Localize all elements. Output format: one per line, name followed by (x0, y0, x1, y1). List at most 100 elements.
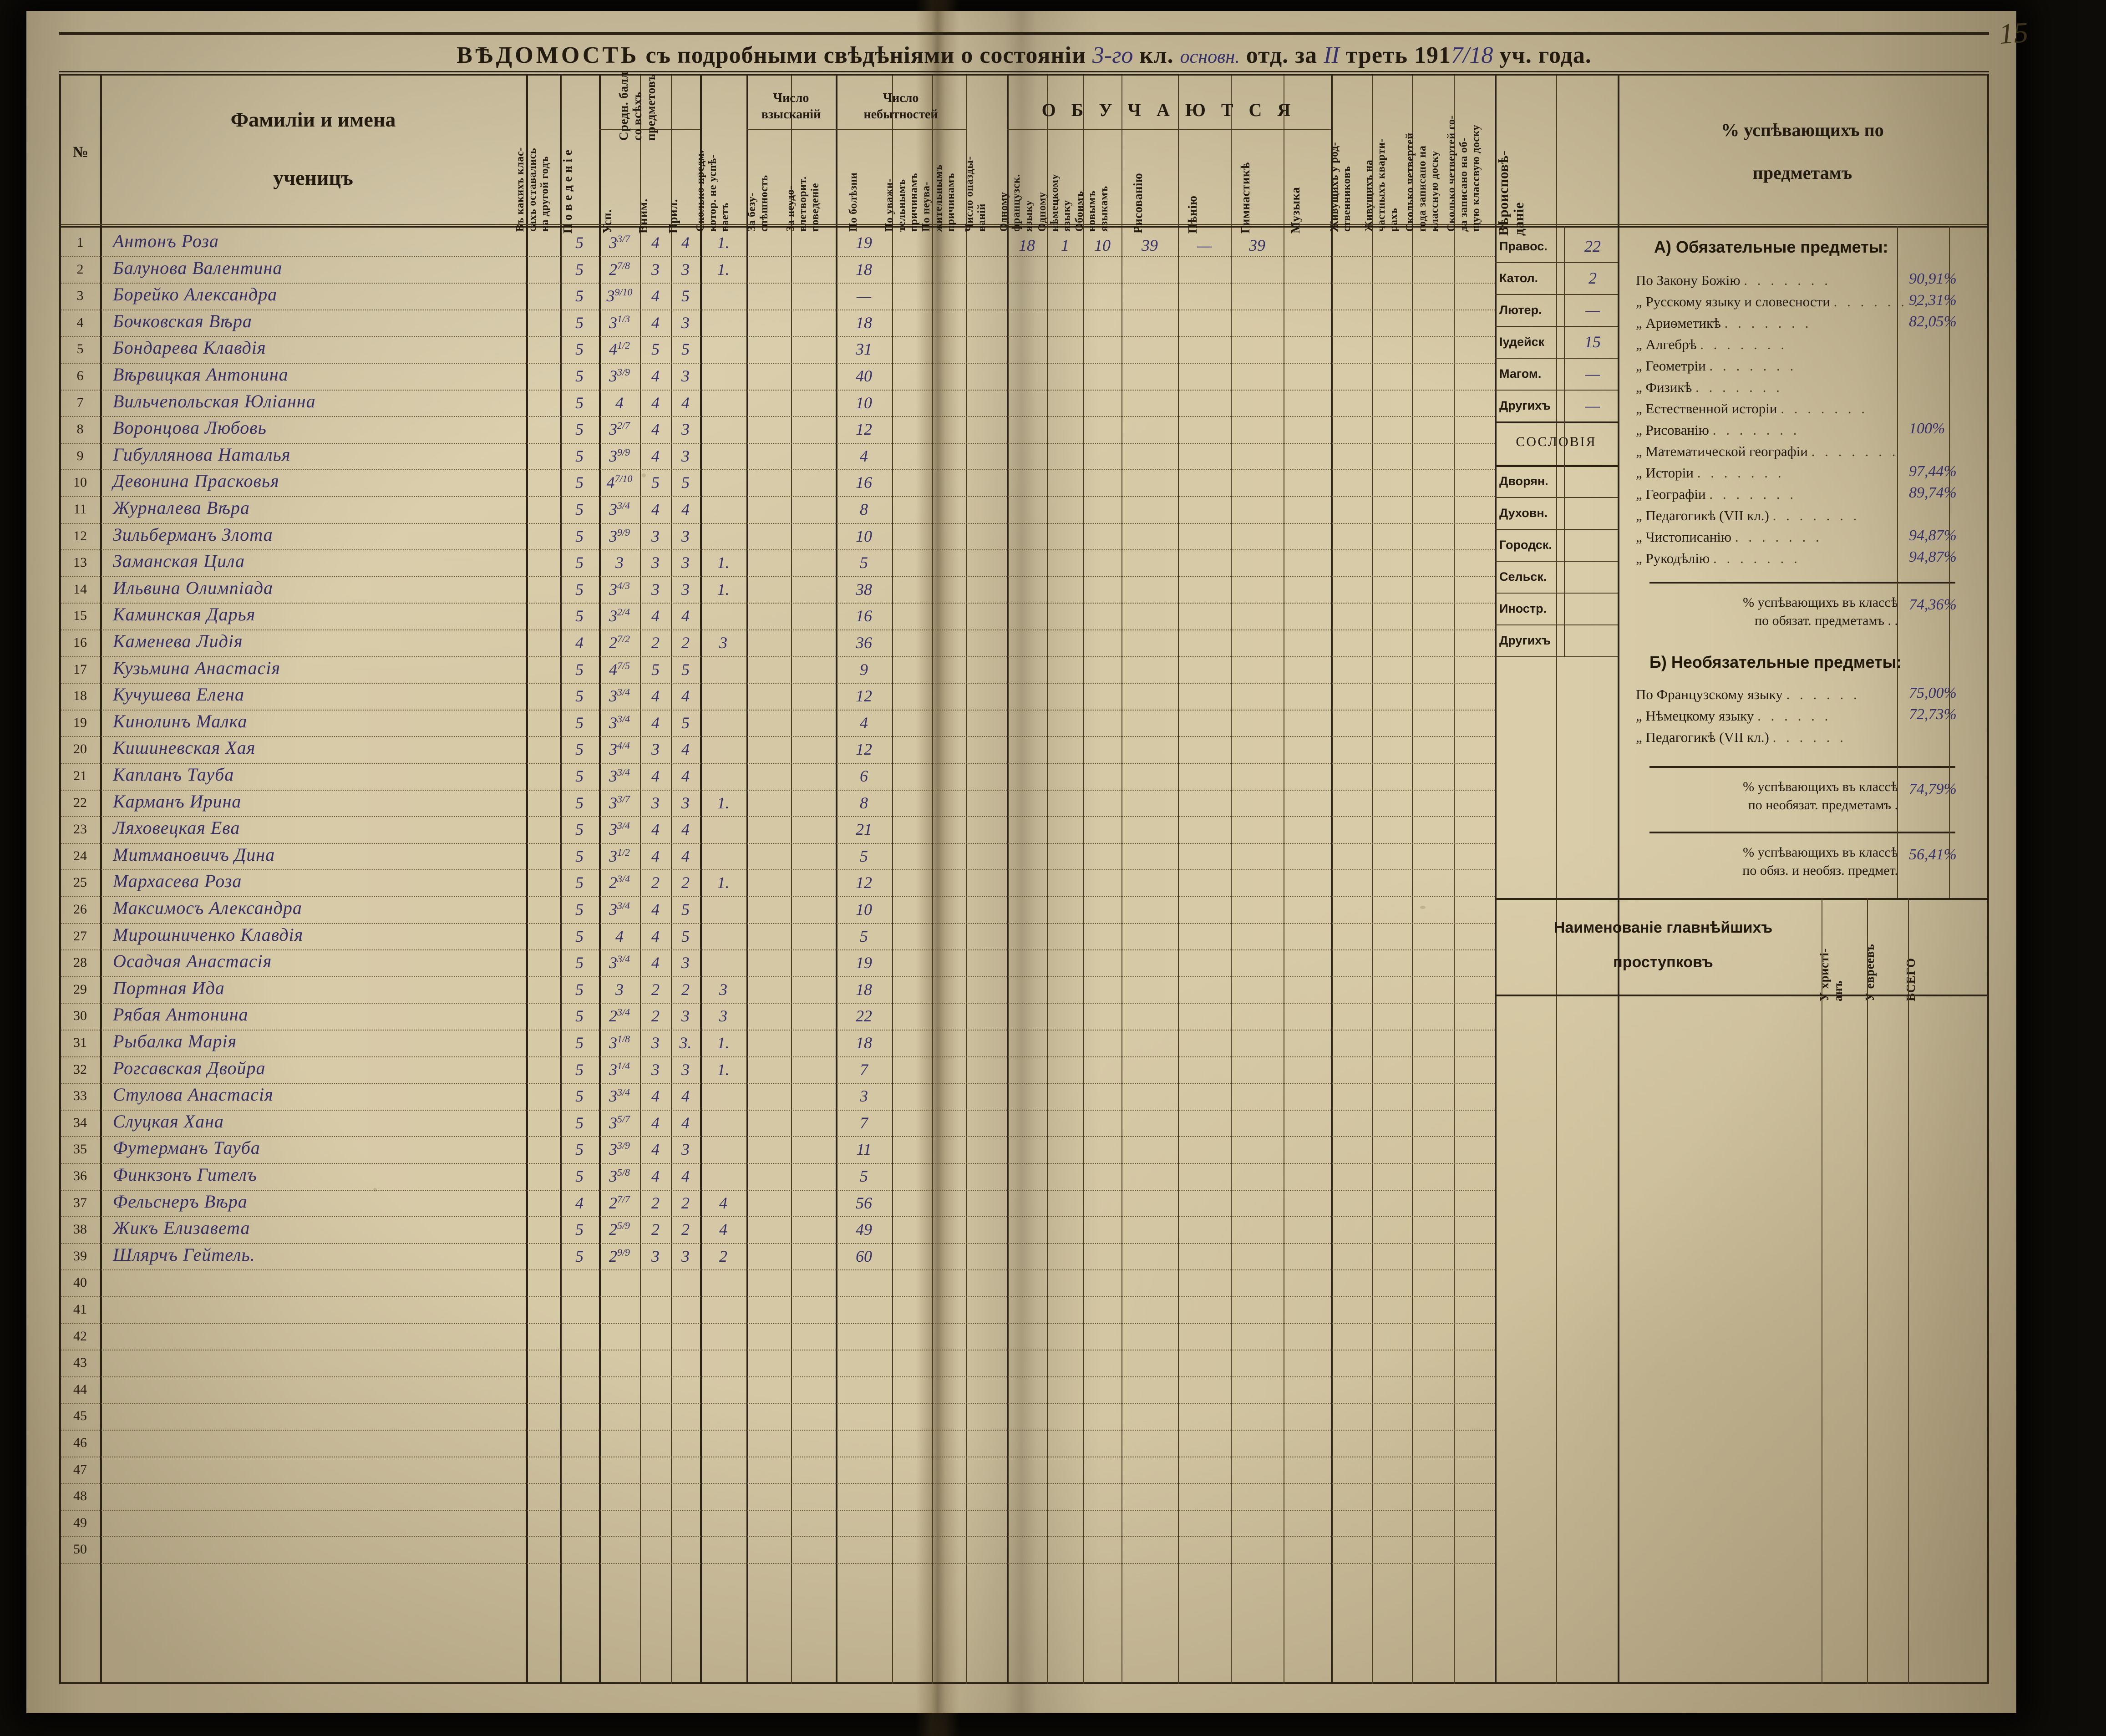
cell-average-usp[interactable]: 4 (615, 927, 624, 945)
cell-average-pril[interactable]: 3 (681, 313, 690, 332)
confession-value-0[interactable]: 22 (1584, 237, 1601, 255)
cell-average-pril[interactable]: 3 (681, 954, 690, 972)
total-study-german[interactable]: 1 (1061, 236, 1069, 254)
cell-average-vnim[interactable]: 3 (651, 793, 660, 812)
cell-behavior[interactable]: 5 (575, 954, 584, 972)
cell-average-vnim[interactable]: 5 (651, 473, 660, 492)
cell-average-pril[interactable]: 3 (681, 420, 690, 439)
cell-average-vnim[interactable]: 4 (651, 287, 660, 305)
student-name[interactable]: Вильчепольская Юліанна (113, 391, 316, 411)
total-study-singing[interactable]: — (1197, 236, 1212, 254)
cell-average-pril[interactable]: 5 (681, 340, 690, 359)
cell-average-usp[interactable]: 33/4 (609, 713, 630, 732)
cell-average-vnim[interactable]: 3 (651, 1247, 660, 1265)
mandatory-percent-13[interactable]: 94,87% (1909, 548, 1957, 565)
cell-average-pril[interactable]: 5 (681, 927, 690, 945)
cell-failing-count[interactable]: 1. (717, 580, 730, 599)
cell-behavior[interactable]: 5 (575, 420, 584, 439)
cell-absence-illness[interactable]: 7 (860, 1113, 868, 1132)
cell-average-pril[interactable]: 3 (681, 527, 690, 545)
cell-average-vnim[interactable]: 3 (651, 527, 660, 545)
cell-absence-illness[interactable]: 5 (860, 1167, 868, 1185)
cell-average-pril[interactable]: 3. (679, 1034, 692, 1052)
mandatory-percent-1[interactable]: 92,31% (1909, 292, 1957, 309)
cell-absence-illness[interactable]: 49 (856, 1220, 872, 1239)
cell-absence-illness[interactable]: 3 (860, 1087, 868, 1106)
cell-average-pril[interactable]: 4 (681, 687, 690, 706)
cell-average-vnim[interactable]: 2 (651, 980, 660, 999)
student-name[interactable]: Кучушева Елена (113, 684, 244, 705)
cell-behavior[interactable]: 5 (575, 687, 584, 706)
student-name[interactable]: Капланъ Тауба (113, 764, 234, 785)
cell-average-vnim[interactable]: 4 (651, 767, 660, 785)
cell-behavior[interactable]: 5 (575, 447, 584, 465)
cell-average-pril[interactable]: 4 (681, 820, 690, 839)
student-name[interactable]: Девонина Прасковья (113, 471, 279, 492)
cell-average-pril[interactable]: 4 (681, 847, 690, 865)
cell-average-usp[interactable]: 33/4 (609, 500, 630, 518)
cell-failing-count[interactable]: 1. (717, 873, 730, 892)
cell-average-pril[interactable]: 4 (681, 767, 690, 785)
cell-average-pril[interactable]: 4 (681, 1113, 690, 1132)
cell-average-vnim[interactable]: 4 (651, 393, 660, 412)
cell-absence-illness[interactable]: 18 (856, 980, 872, 999)
cell-absence-illness[interactable]: 12 (856, 687, 872, 706)
cell-absence-illness[interactable]: 16 (856, 607, 872, 625)
cell-behavior[interactable]: 5 (575, 873, 584, 892)
cell-average-pril[interactable]: 2 (681, 634, 690, 652)
cell-behavior[interactable]: 5 (575, 1060, 584, 1079)
student-name[interactable]: Ляховецкая Ева (113, 817, 240, 838)
student-name[interactable]: Рябая Антонина (113, 1004, 249, 1025)
cell-average-pril[interactable]: 4 (681, 393, 690, 412)
cell-average-vnim[interactable]: 4 (651, 713, 660, 732)
cell-behavior[interactable]: 5 (575, 553, 584, 572)
cell-average-pril[interactable]: 4 (681, 740, 690, 759)
mandatory-percent-7[interactable]: 100% (1909, 420, 1945, 437)
cell-absence-illness[interactable]: 31 (856, 340, 872, 359)
student-name[interactable]: Финкзонъ Гителъ (113, 1164, 257, 1185)
student-name[interactable]: Мархасева Роза (113, 871, 242, 892)
cell-absence-illness[interactable]: 10 (856, 527, 872, 545)
student-name[interactable]: Слуцкая Хана (113, 1111, 224, 1132)
cell-behavior[interactable]: 5 (575, 500, 584, 518)
cell-behavior[interactable]: 5 (575, 1247, 584, 1265)
cell-absence-illness[interactable]: 18 (856, 313, 872, 332)
cell-average-vnim[interactable]: 4 (651, 900, 660, 919)
cell-behavior[interactable]: 5 (575, 900, 584, 919)
cell-average-pril[interactable]: 3 (681, 367, 690, 385)
cell-behavior[interactable]: 5 (575, 367, 584, 385)
cell-behavior[interactable]: 5 (575, 1087, 584, 1106)
cell-behavior[interactable]: 5 (575, 980, 584, 999)
cell-absence-illness[interactable]: 56 (856, 1193, 872, 1212)
cell-absence-illness[interactable]: 36 (856, 634, 872, 652)
cell-behavior[interactable]: 4 (575, 1193, 584, 1212)
cell-average-pril[interactable]: 4 (681, 607, 690, 625)
cell-absence-illness[interactable]: 10 (856, 393, 872, 412)
cell-behavior[interactable]: 5 (575, 473, 584, 492)
cell-behavior[interactable]: 5 (575, 1167, 584, 1185)
cell-behavior[interactable]: 5 (575, 767, 584, 785)
cell-average-vnim[interactable]: 2 (651, 634, 660, 652)
cell-average-usp[interactable]: 3 (615, 980, 624, 999)
student-name[interactable]: Митмановичъ Дина (113, 844, 275, 865)
summary-total-percent[interactable]: 56,41% (1909, 846, 1957, 863)
cell-average-vnim[interactable]: 3 (651, 553, 660, 572)
student-name[interactable]: Заманская Цила (113, 551, 245, 572)
cell-behavior[interactable]: 4 (575, 634, 584, 652)
cell-average-vnim[interactable]: 3 (651, 1060, 660, 1079)
mandatory-percent-12[interactable]: 94,87% (1909, 527, 1957, 544)
cell-failing-count[interactable]: 2 (719, 1247, 727, 1265)
cell-average-usp[interactable]: 31/3 (609, 313, 630, 332)
student-name[interactable]: Шлярчъ Гейтель. (113, 1244, 255, 1265)
cell-average-vnim[interactable]: 4 (651, 607, 660, 625)
cell-average-usp[interactable]: 27/2 (609, 633, 630, 652)
cell-absence-illness[interactable]: 12 (856, 420, 872, 439)
student-name[interactable]: Кишиневская Хая (113, 737, 256, 758)
student-name[interactable]: Балунова Валентина (113, 257, 283, 278)
cell-absence-illness[interactable]: 19 (856, 233, 872, 252)
cell-average-usp[interactable]: 32/4 (609, 606, 630, 625)
student-name[interactable]: Мирошниченко Клавдія (113, 924, 304, 945)
cell-average-vnim[interactable]: 4 (651, 847, 660, 865)
cell-average-usp[interactable]: 31/2 (609, 846, 630, 865)
cell-absence-illness[interactable]: 8 (860, 500, 868, 518)
